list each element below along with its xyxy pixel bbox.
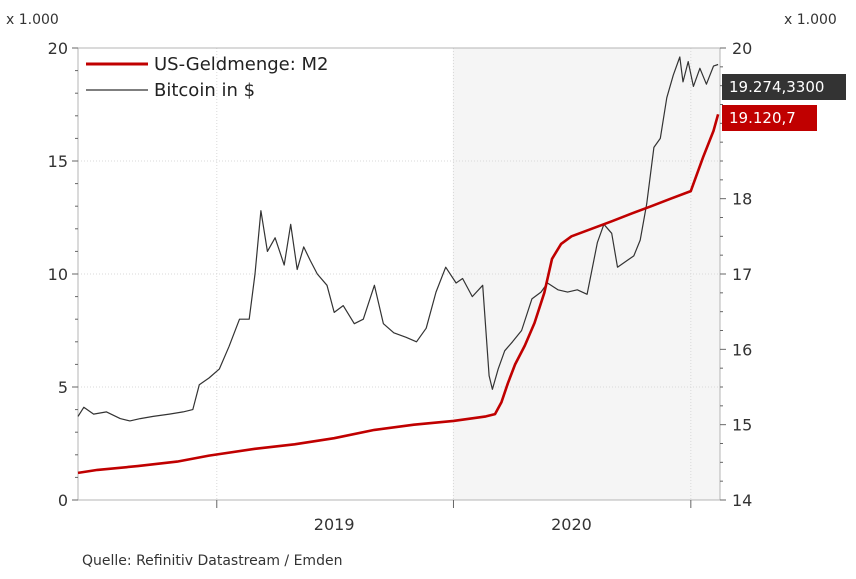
legend-label-m2: US-Geldmenge: M2 — [154, 54, 329, 75]
source-note: Quelle: Refinitiv Datastream / Emden — [82, 553, 343, 569]
x-axis-tick-label: 2019 — [314, 515, 355, 534]
series-line-bitcoin — [77, 56, 719, 422]
left-axis-tick-label: 15 — [48, 152, 68, 171]
right-axis-tick-label: 15 — [732, 416, 752, 435]
left-axis-tick-label: 0 — [58, 491, 68, 510]
series-line-m2 — [77, 113, 720, 475]
right-axis-tick-label: 18 — [732, 190, 752, 209]
right-axis-tick-label: 14 — [732, 491, 752, 510]
right-axis-tick-label: 17 — [732, 265, 752, 284]
right-axis-tick-label: 20 — [732, 39, 752, 58]
x-axis-tick-label: 2020 — [551, 515, 592, 534]
right-axis-tick-label: 16 — [732, 340, 752, 359]
legend: US-Geldmenge: M2 Bitcoin in $ — [86, 54, 329, 101]
left-axis-tick-label: 5 — [58, 378, 68, 397]
left-axis-multiplier-label: x 1.000 — [6, 12, 59, 28]
legend-label-bitcoin: Bitcoin in $ — [154, 80, 255, 101]
x-axis: 2019 2020 — [216, 500, 692, 534]
badge-m2-last-value: 19.120,7 — [722, 105, 817, 131]
left-axis-tick-label: 20 — [48, 39, 68, 58]
badge-bitcoin-last-value: 19.274,3300 — [722, 74, 846, 100]
series-layer — [77, 56, 720, 475]
badge-bitcoin-text: 19.274,3300 — [729, 78, 824, 96]
right-axis: 14151617181920 — [720, 39, 752, 510]
left-axis-tick-label: 10 — [48, 265, 68, 284]
badge-m2-text: 19.120,7 — [729, 109, 796, 127]
right-axis-multiplier-label: x 1.000 — [784, 12, 837, 28]
left-axis: 0 5 10 15 20 — [48, 39, 78, 510]
